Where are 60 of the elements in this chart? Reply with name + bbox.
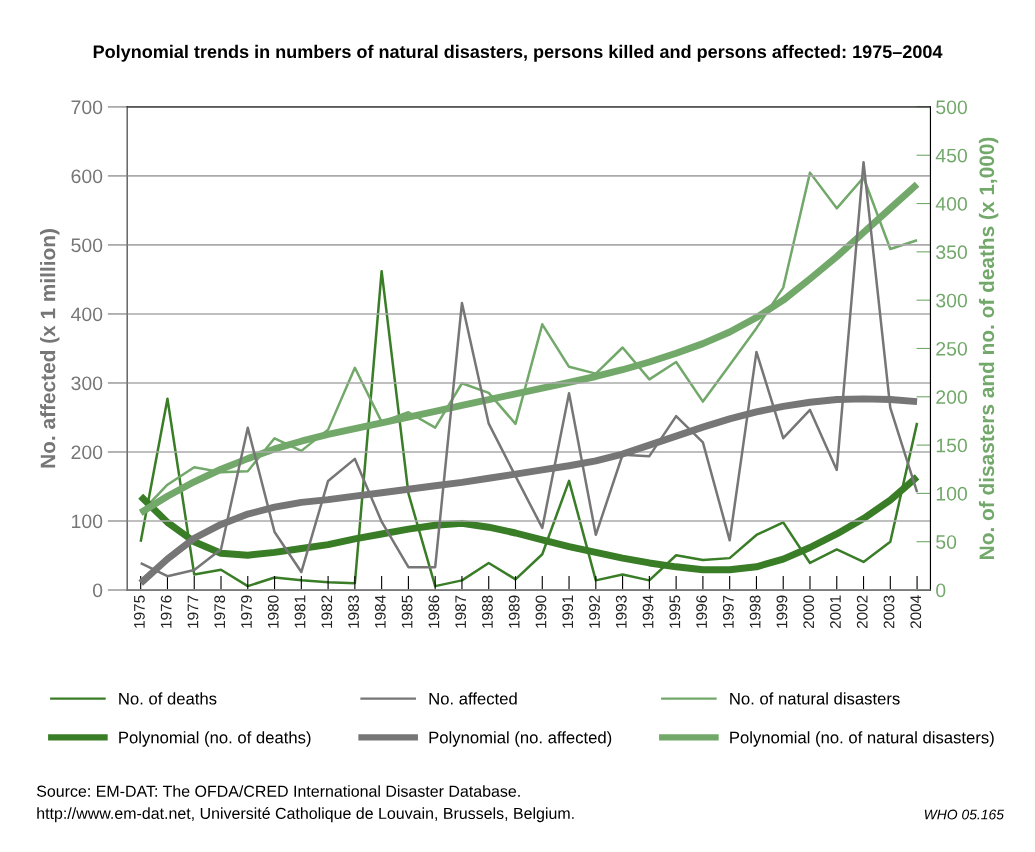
x-tick-label: 1994 — [642, 595, 654, 628]
x-tick-label: 1983 — [348, 595, 359, 628]
x-tick-label: 2002 — [856, 595, 868, 629]
y2-tick-label: 150 — [936, 438, 968, 453]
x-tick-label: 1985 — [401, 595, 413, 628]
chart-title: Polynomial trends in numbers of natural disasters, persons killed and persons affected: 1975–2004 — [93, 44, 943, 62]
y2-tick-label: 450 — [935, 148, 968, 163]
legend-label: Polynomial (no. of deaths) — [119, 731, 311, 747]
x-tick-label: 1978 — [214, 595, 226, 628]
x-tick-label: 2003 — [883, 595, 895, 629]
source-note: Source: EM-DAT: The OFDA/CRED International Disaster Database. http://www.em-dat.net, Université Catholique de Louvain, Brussels, Belgium. — [36, 785, 574, 823]
x-tick-label: 1986 — [428, 595, 440, 628]
y-tick-label: 500 — [71, 238, 103, 253]
y2-tick-label: 50 — [936, 535, 957, 549]
x-tick-label: 1981 — [294, 595, 306, 628]
x-tick-label: 1999 — [776, 595, 788, 628]
y-tick-label: 0 — [92, 583, 103, 598]
x-tick-label: 1989 — [508, 595, 520, 628]
legend-label: No. of natural disasters — [730, 692, 900, 705]
legend-label: Polynomial (no. of natural disasters) — [730, 731, 994, 747]
y-tick-label: 400 — [71, 307, 103, 322]
y-tick-label: 200 — [71, 445, 103, 460]
legend-label: No. affected — [429, 692, 517, 705]
legend-label: Polynomial (no. affected) — [429, 731, 612, 747]
y-tick-label: 100 — [72, 514, 103, 529]
y-tick-label: 700 — [71, 100, 103, 115]
x-tick-label: 2000 — [803, 595, 815, 629]
y2-tick-label: 350 — [936, 245, 968, 260]
x-tick-label: 1992 — [589, 595, 600, 628]
x-tick-label: 1982 — [321, 595, 333, 628]
y2-tick-label: 0 — [936, 583, 946, 598]
x-tick-label: 2001 — [830, 595, 841, 629]
y-tick-label: 300 — [71, 376, 103, 391]
legend-label: No. of deaths — [119, 692, 217, 705]
x-tick-label: 1988 — [482, 595, 493, 628]
x-tick-label: 1979 — [241, 595, 252, 628]
x-tick-label: 1995 — [669, 595, 681, 628]
x-tick-label: 1991 — [562, 595, 574, 628]
text: WHO 05.165 — [924, 809, 1004, 820]
x-tick-label: 1996 — [696, 595, 707, 628]
y2-tick-label: 250 — [936, 341, 968, 356]
x-tick-label: 1980 — [267, 595, 279, 628]
y2-tick-label: 500 — [936, 100, 968, 115]
x-tick-label: 1987 — [455, 595, 467, 628]
y2-tick-label: 300 — [936, 293, 968, 308]
x-tick-label: 1990 — [535, 595, 547, 628]
x-tick-label: 2004 — [910, 595, 922, 629]
x-tick-label: 1984 — [374, 595, 386, 628]
y2-tick-label: 400 — [935, 197, 968, 211]
x-tick-label: 1975 — [133, 595, 145, 628]
x-tick-label: 1976 — [160, 595, 172, 628]
x-tick-label: 1977 — [187, 595, 199, 628]
y2-tick-label: 100 — [936, 486, 968, 501]
x-tick-label: 1998 — [749, 595, 761, 628]
x-tick-label: 1993 — [615, 595, 627, 628]
x-tick-label: 1997 — [722, 595, 734, 628]
y-tick-label: 600 — [71, 169, 103, 184]
y2-axis-title: No. of disasters and no. of deaths (x 1,000) — [978, 137, 999, 559]
y-axis-title: No. affected (x 1 million) — [40, 229, 60, 468]
y2-tick-label: 200 — [936, 390, 968, 405]
